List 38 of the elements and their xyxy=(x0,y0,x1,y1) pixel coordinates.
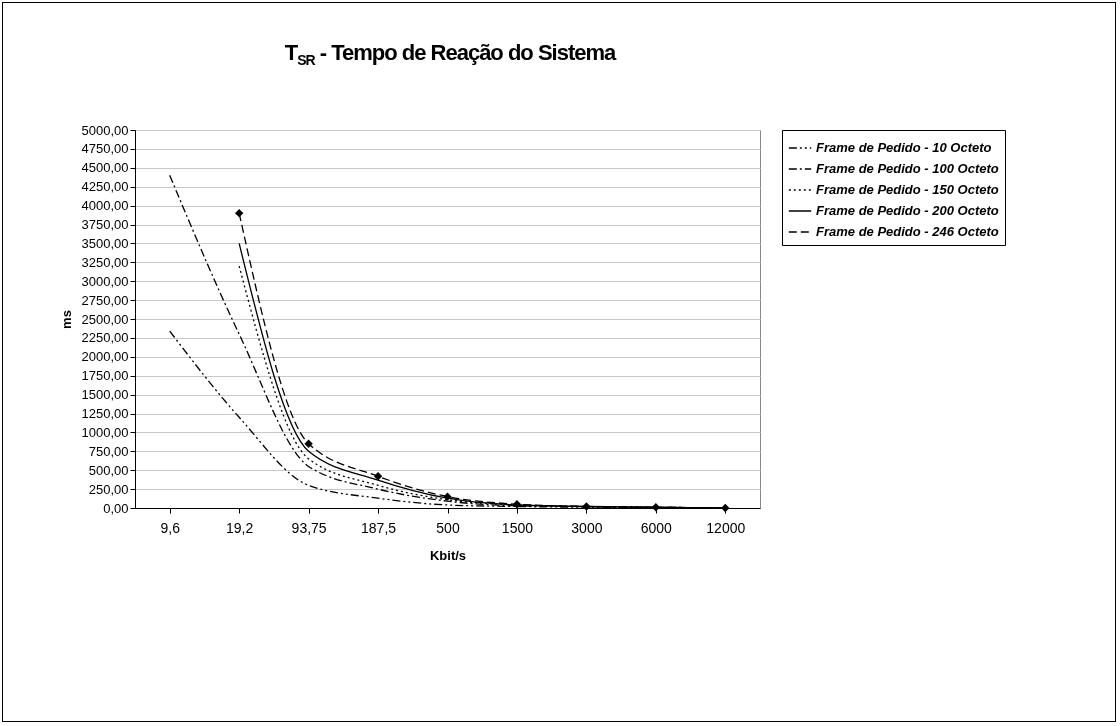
y-tick-label: 4250,00 xyxy=(81,179,129,195)
legend-label: Frame de Pedido - 10 Octeto xyxy=(816,140,992,155)
x-tick-label: 93,75 xyxy=(291,519,327,536)
x-tick-label: 500 xyxy=(436,519,460,536)
y-tick-label: 4500,00 xyxy=(81,160,129,176)
y-tick-label: 2750,00 xyxy=(81,292,129,308)
x-tick-label: 6000 xyxy=(640,519,673,536)
y-tick-label: 5000,00 xyxy=(81,122,129,138)
y-tick-label: 2250,00 xyxy=(81,330,129,346)
x-tick-label: 12000 xyxy=(706,519,746,536)
y-tick-label: 1500,00 xyxy=(81,387,129,403)
y-tick-label: 3500,00 xyxy=(81,235,129,251)
y-tick-label: 0,00 xyxy=(103,500,129,516)
y-tick-label: 1250,00 xyxy=(81,406,129,421)
legend-label: Frame de Pedido - 150 Octeto xyxy=(816,182,999,197)
y-tick-label: 4000,00 xyxy=(81,198,129,214)
y-tick-label: 1000,00 xyxy=(81,424,129,440)
y-tick-label: 4750,00 xyxy=(81,141,129,157)
x-tick-label: 3000 xyxy=(571,519,603,536)
chart-title: T$_{SR}$ - Tempo de Reação do Sistema xyxy=(283,40,617,69)
y-tick-label: 2000,00 xyxy=(81,349,129,365)
y-tick-label: 3750,00 xyxy=(81,217,129,232)
y-tick-label: 3000,00 xyxy=(81,273,129,289)
y-tick-label: 750,00 xyxy=(88,443,129,459)
x-tick-label: 1500 xyxy=(501,519,534,536)
legend-label: Frame de Pedido - 100 Octeto xyxy=(816,161,999,176)
y-tick-label: 1750,00 xyxy=(81,368,129,384)
y-tick-label: 3250,00 xyxy=(81,254,129,270)
x-tick-label: 187,5 xyxy=(361,519,397,536)
y-tick-label: 500,00 xyxy=(88,462,129,478)
x-axis-title: Kbit/s xyxy=(429,547,467,563)
x-tick-label: 9,6 xyxy=(160,519,181,536)
y-tick-label: 2500,00 xyxy=(81,311,129,327)
x-tick-label: 19,2 xyxy=(226,519,254,536)
y-tick-label: 250,00 xyxy=(88,481,129,497)
legend-label: Frame de Pedido - 200 Octeto xyxy=(816,203,999,218)
legend-label: Frame de Pedido - 246 Octeto xyxy=(816,224,999,239)
y-axis-title: ms xyxy=(58,310,74,329)
